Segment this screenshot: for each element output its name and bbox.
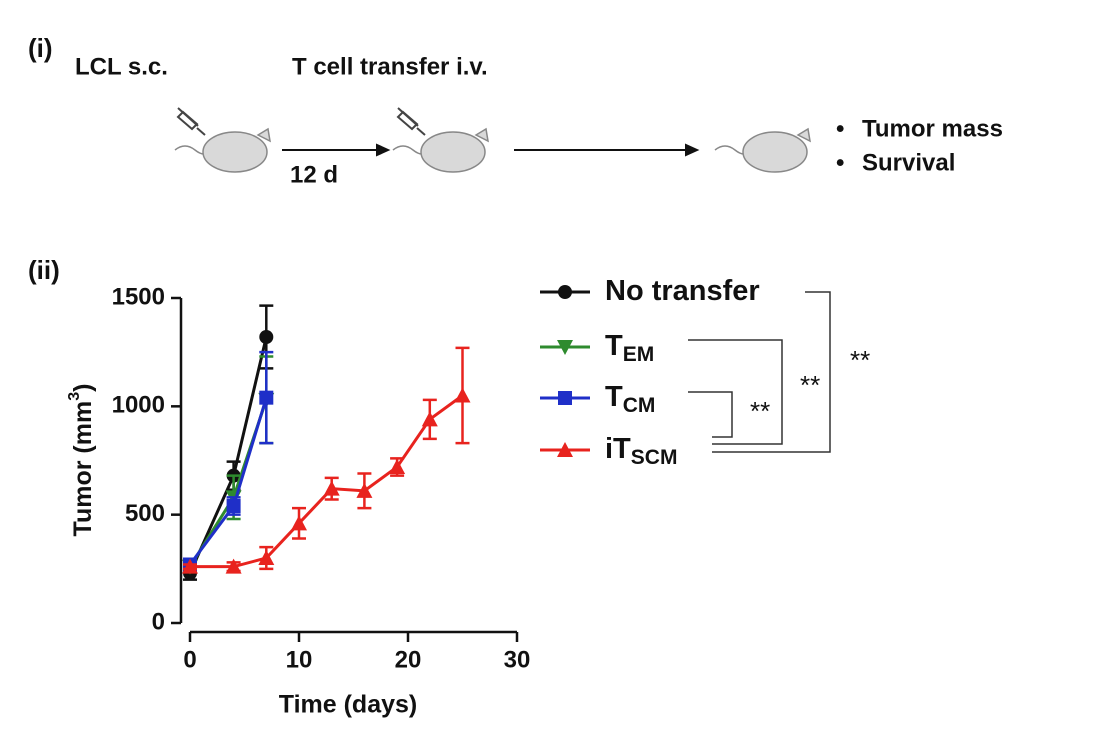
bullet: • [836,149,844,176]
step-label: LCL s.c. [75,53,168,80]
significance: ** [750,396,770,426]
marker [558,391,572,405]
legend-subscript: SCM [631,446,678,469]
marker [225,558,242,574]
legend-name: T [605,381,623,413]
readout: Survival [862,149,955,176]
y-tick-label: 0 [152,608,165,635]
arrow [282,143,700,157]
significance: ** [800,370,820,400]
x-tick-label: 10 [286,646,313,673]
series-line [188,336,268,574]
y-tick-label: 500 [125,500,165,527]
legend-name: No transfer [605,275,760,307]
syringe [176,107,426,136]
chart: (ii) Time (days) Tumor (mm3) ** ** ** 0 5… [28,255,870,719]
step-label: T cell transfer i.v. [292,53,488,80]
x-tick-label: 30 [504,646,531,673]
legend-name: iT [605,433,631,465]
legend-name: T [605,330,623,362]
marker [182,558,198,574]
y-tick-label: 1000 [112,392,165,419]
marker [323,480,340,496]
x-tick-label: 0 [183,646,196,673]
interval-label: 12 d [290,161,338,188]
series-line [188,397,268,566]
marker [557,442,573,457]
significance: ** [850,345,870,375]
panel-label: (i) [28,33,53,63]
marker [558,285,572,299]
y-axis-title: Tumor (mm3) [66,384,96,537]
y-tick-label: 1500 [112,283,165,310]
readout: Tumor mass [862,115,1003,142]
significance-brackets [688,291,831,453]
marker [421,411,438,427]
marker [356,482,373,498]
marker [389,459,406,474]
bullet: • [836,115,844,142]
legend-label: TEM [605,330,654,366]
marker [291,515,307,531]
x-tick-label: 20 [395,646,422,673]
legend-subscript: EM [623,343,655,366]
panel-label: (ii) [28,255,60,285]
marker [454,387,471,403]
legend-label: TCM [605,381,655,417]
mouse [174,127,811,173]
marker [557,340,573,355]
legend-subscript: CM [623,394,656,417]
x-axis-title: Time (days) [279,691,417,719]
marker [259,330,274,344]
marker [259,390,274,405]
marker [226,499,241,513]
series-line [188,399,268,568]
legend-label: iTSCM [605,433,677,469]
legend-label: No transfer [605,275,760,307]
marker [258,550,275,565]
